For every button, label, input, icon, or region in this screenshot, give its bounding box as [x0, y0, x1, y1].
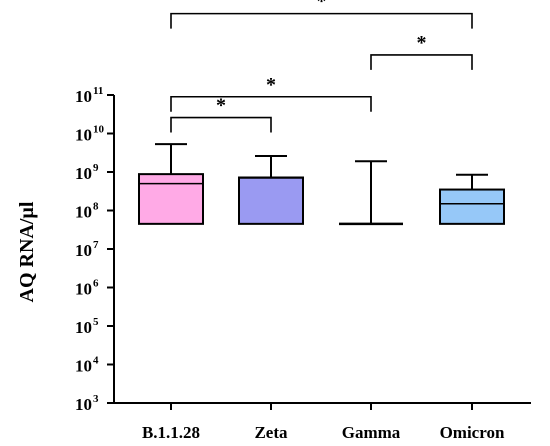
x-tick-label: Gamma	[342, 423, 401, 442]
significance-brackets: * * * *	[170, 0, 473, 133]
y-tick-label: 10	[75, 241, 92, 260]
box-series	[138, 143, 505, 226]
y-tick-label-exponent: 3	[93, 393, 99, 405]
bracket-line	[370, 54, 473, 70]
significance-star: *	[417, 32, 427, 54]
significance-bracket: *	[370, 32, 473, 70]
box-body	[439, 188, 505, 225]
box-zeta	[238, 155, 304, 225]
y-tick-label: 10	[75, 203, 92, 222]
box-gamma	[339, 160, 403, 226]
y-tick-label: 10	[75, 318, 92, 337]
y-tick-label-exponent: 10	[93, 124, 105, 136]
y-tick-label: 10	[75, 87, 92, 106]
bracket-line	[170, 95, 372, 112]
y-tick-label-exponent: 6	[93, 278, 99, 290]
bracket-line	[170, 12, 473, 29]
y-tick-label-exponent: 7	[93, 239, 99, 251]
box-body	[238, 176, 304, 225]
y-tick-label: 10	[75, 357, 92, 376]
significance-star: *	[317, 0, 327, 13]
bracket-line	[170, 116, 272, 133]
y-tick-label: 10	[75, 126, 92, 145]
y-tick-label-exponent: 9	[93, 162, 99, 174]
significance-star: *	[216, 95, 226, 117]
significance-bracket: *	[170, 95, 272, 133]
y-tick-label: 10	[75, 280, 92, 299]
box-body	[138, 173, 204, 225]
significance-bracket: *	[170, 74, 372, 112]
x-tick-label: Zeta	[254, 423, 288, 442]
x-tick-label: B.1.1.28	[142, 423, 200, 442]
y-tick-label-exponent: 4	[93, 355, 99, 367]
box-b-1-1-28	[138, 143, 204, 225]
significance-bracket: *	[170, 0, 473, 29]
box-omicron	[439, 173, 505, 225]
y-tick-label-exponent: 8	[93, 201, 99, 213]
y-axis-label: AQ RNA/µl	[16, 201, 38, 302]
y-tick-label: 10	[75, 164, 92, 183]
x-tick-label: Omicron	[440, 423, 505, 442]
y-tick-label-exponent: 5	[93, 316, 99, 328]
y-tick-label: 10	[75, 395, 92, 414]
y-tick-label-exponent: 11	[93, 85, 103, 97]
significance-star: *	[266, 74, 276, 96]
